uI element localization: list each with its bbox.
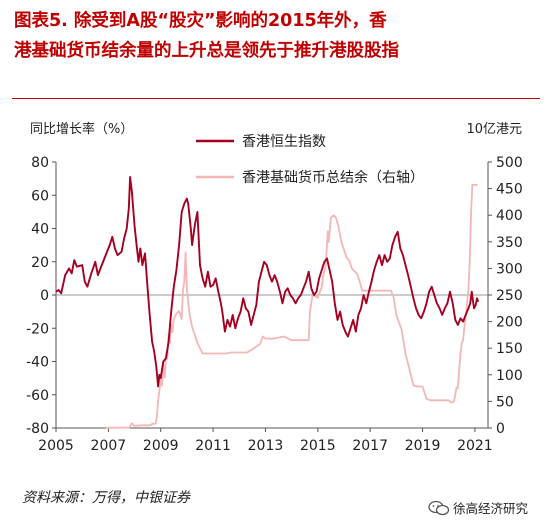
figure-title-line-1: 图表5. 除受到A股“股灾”影响的2015年外，香 — [14, 11, 387, 31]
y-tick-label-left: 20 — [31, 255, 49, 271]
x-tick-label: 2015 — [300, 438, 336, 454]
series-line-base-money — [105, 184, 478, 429]
y-tick-label-right: 500 — [496, 155, 523, 171]
y-tick-label-right: 300 — [496, 261, 523, 277]
y-tick-label-right: 150 — [496, 341, 523, 357]
y-tick-label-left: 80 — [31, 155, 49, 171]
y-tick-label-right: 250 — [496, 288, 523, 304]
y-axis-label-right: 10亿港元 — [466, 122, 522, 137]
x-tick-label: 2009 — [143, 438, 179, 454]
y-tick-label-right: 350 — [496, 235, 523, 251]
y-tick-label-left: 60 — [31, 188, 49, 204]
y-tick-label-left: -60 — [26, 388, 49, 404]
series-line-hsi — [55, 176, 480, 388]
watermark: 徐高经济研究 — [428, 498, 528, 517]
source-note: 资料来源：万得，中银证券 — [22, 490, 190, 506]
title-divider — [12, 98, 540, 99]
x-tick-label: 2021 — [457, 438, 493, 454]
y-tick-label-right: 100 — [496, 368, 523, 384]
watermark-text: 徐高经济研究 — [453, 501, 529, 516]
x-tick-label: 2013 — [248, 438, 284, 454]
x-tick-label: 2019 — [405, 438, 441, 454]
figure-title-line-2: 港基础货币结余量的上升总是领先于推升港股股指 — [14, 41, 399, 61]
y-tick-label-right: 50 — [496, 394, 514, 410]
legend-label: 香港恒生指数 — [242, 134, 326, 150]
y-tick-label-left: 0 — [40, 288, 49, 304]
y-tick-label-left: -80 — [26, 421, 49, 437]
x-tick-label: 2005 — [38, 438, 74, 454]
y-tick-label-right: 450 — [496, 182, 523, 198]
y-tick-label-left: -20 — [26, 321, 49, 337]
y-tick-label-left: 40 — [31, 222, 49, 238]
series — [55, 176, 480, 429]
y-axis-label-left: 同比增长率（%） — [30, 121, 133, 137]
y-tick-label-left: -40 — [26, 355, 49, 371]
y-tick-label-right: 400 — [496, 208, 523, 224]
axes: -80 -60 -40 -20 0 20 40 60 80 0 50 100 150 200 250 300 3… — [26, 155, 523, 454]
wechat-icon — [428, 500, 450, 516]
legend-label: 香港基础货币总结余（右轴） — [242, 169, 424, 186]
y-tick-label-right: 200 — [496, 315, 523, 331]
x-tick-label: 2017 — [352, 438, 388, 454]
chart: -80 -60 -40 -20 0 20 40 60 80 0 50 100 150 200 250 300 3… — [26, 121, 523, 454]
x-tick-label: 2007 — [91, 438, 127, 454]
y-tick-label-right: 0 — [496, 421, 505, 437]
x-tick-label: 2011 — [195, 438, 231, 454]
figure-title: 图表5. 除受到A股“股灾”影响的2015年外，香 港基础货币结余量的上升总是领… — [14, 6, 544, 66]
